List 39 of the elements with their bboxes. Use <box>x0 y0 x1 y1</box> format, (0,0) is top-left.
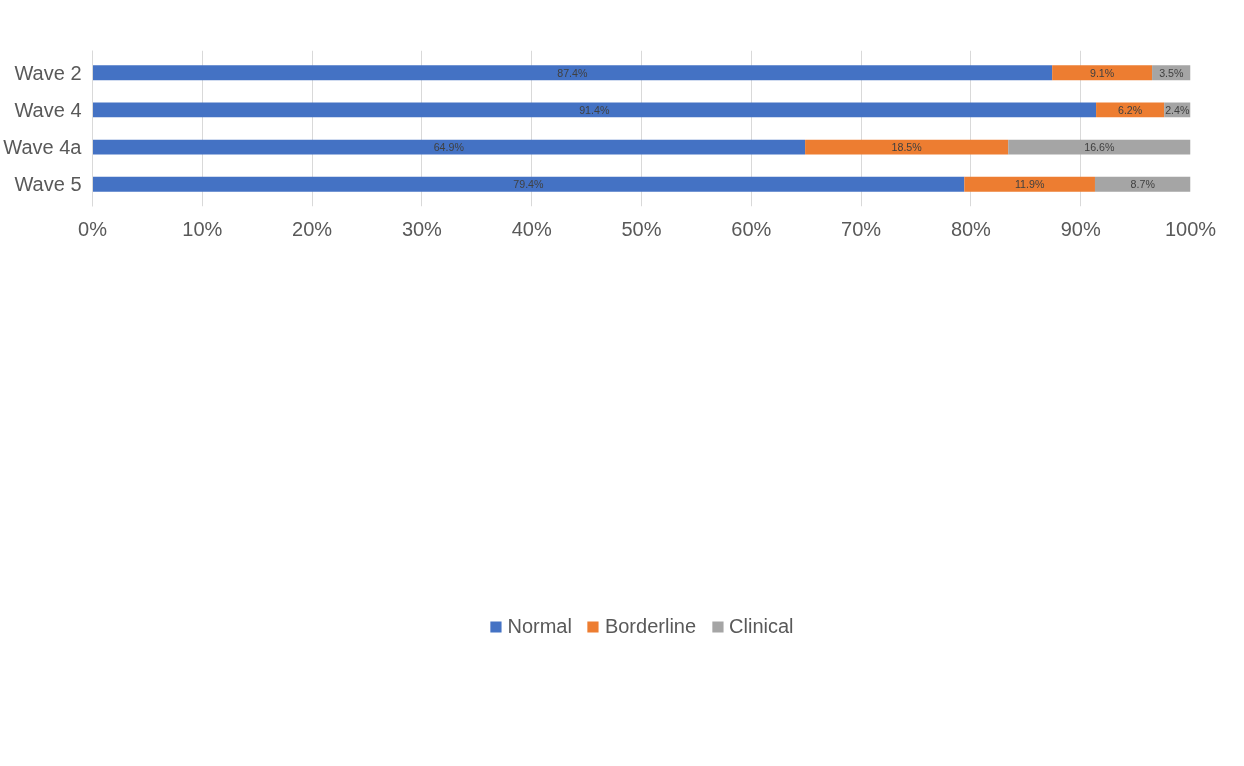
bar <box>92 176 965 192</box>
x-tick-label: 70% <box>841 217 882 240</box>
bar <box>964 176 1095 192</box>
bar <box>805 139 1009 155</box>
x-tick-label: 10% <box>182 217 223 240</box>
data-label: 2.4% <box>1165 103 1190 116</box>
x-tick-label: 50% <box>621 217 662 240</box>
y-tick-label: Wave 4 <box>14 98 82 121</box>
data-label: 6.2% <box>1117 103 1143 116</box>
x-tick-label: 40% <box>511 217 552 240</box>
bar <box>1094 176 1191 192</box>
data-label: 91.4% <box>579 103 610 116</box>
legend-label: Normal <box>507 614 572 638</box>
data-label: 79.4% <box>513 178 545 191</box>
x-tick-label: 60% <box>731 217 772 240</box>
data-label: 64.9% <box>433 141 465 154</box>
data-label: 18.5% <box>891 141 923 154</box>
legend-label: Clinical <box>729 614 794 638</box>
x-tick-label: 0% <box>78 217 108 240</box>
data-label: 3.5% <box>1159 66 1184 79</box>
x-tick-label: 100% <box>1164 217 1217 240</box>
data-label: 9.1% <box>1089 66 1115 79</box>
data-label: 87.4% <box>557 66 588 79</box>
legend-label: Borderline <box>604 614 697 638</box>
x-tick-label: 20% <box>292 217 333 240</box>
y-tick-label: Wave 2 <box>14 61 82 84</box>
y-tick-label: Wave 5 <box>14 173 82 196</box>
x-tick-label: 90% <box>1060 217 1101 240</box>
bar <box>1052 65 1153 81</box>
bar <box>1008 139 1191 155</box>
y-tick-label: Wave 4a <box>3 136 83 159</box>
bar <box>92 139 806 155</box>
data-label: 11.9% <box>1014 178 1045 191</box>
x-tick-label: 30% <box>401 217 443 240</box>
bar <box>92 102 1097 118</box>
data-label: 16.6% <box>1084 141 1115 154</box>
bar <box>92 65 1053 81</box>
x-tick-label: 80% <box>950 217 992 240</box>
data-label: 8.7% <box>1130 178 1156 191</box>
